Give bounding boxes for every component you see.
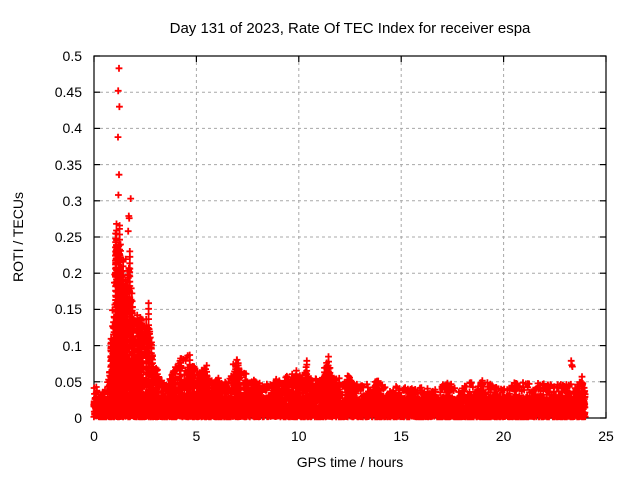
y-tick-label: 0.3 bbox=[62, 192, 82, 209]
y-tick-label: 0.5 bbox=[62, 48, 82, 64]
x-tick-label: 25 bbox=[598, 428, 614, 444]
y-tick-label: 0.4 bbox=[62, 120, 82, 137]
x-axis-title: GPS time / hours bbox=[296, 454, 404, 470]
x-tick-label: 5 bbox=[192, 428, 201, 444]
y-tick-label: 0.2 bbox=[62, 265, 82, 282]
chart-title: Day 131 of 2023, Rate Of TEC Index for r… bbox=[169, 20, 531, 37]
y-tick-label: 0.25 bbox=[54, 229, 82, 245]
x-tick-label: 15 bbox=[393, 428, 409, 444]
scatter-points bbox=[90, 64, 589, 421]
y-tick-label: 0.1 bbox=[62, 337, 82, 354]
y-tick-label: 0.45 bbox=[54, 84, 82, 101]
x-tick-label: 10 bbox=[291, 428, 307, 444]
y-tick-label: 0 bbox=[74, 410, 82, 426]
y-tick-label: 0.15 bbox=[54, 301, 82, 318]
plot-border bbox=[93, 55, 607, 419]
x-tick-label: 20 bbox=[495, 428, 512, 444]
x-tick-label: 0 bbox=[90, 428, 98, 444]
y-tick-label: 0.35 bbox=[54, 156, 82, 173]
y-tick-label: 0.05 bbox=[54, 373, 82, 390]
